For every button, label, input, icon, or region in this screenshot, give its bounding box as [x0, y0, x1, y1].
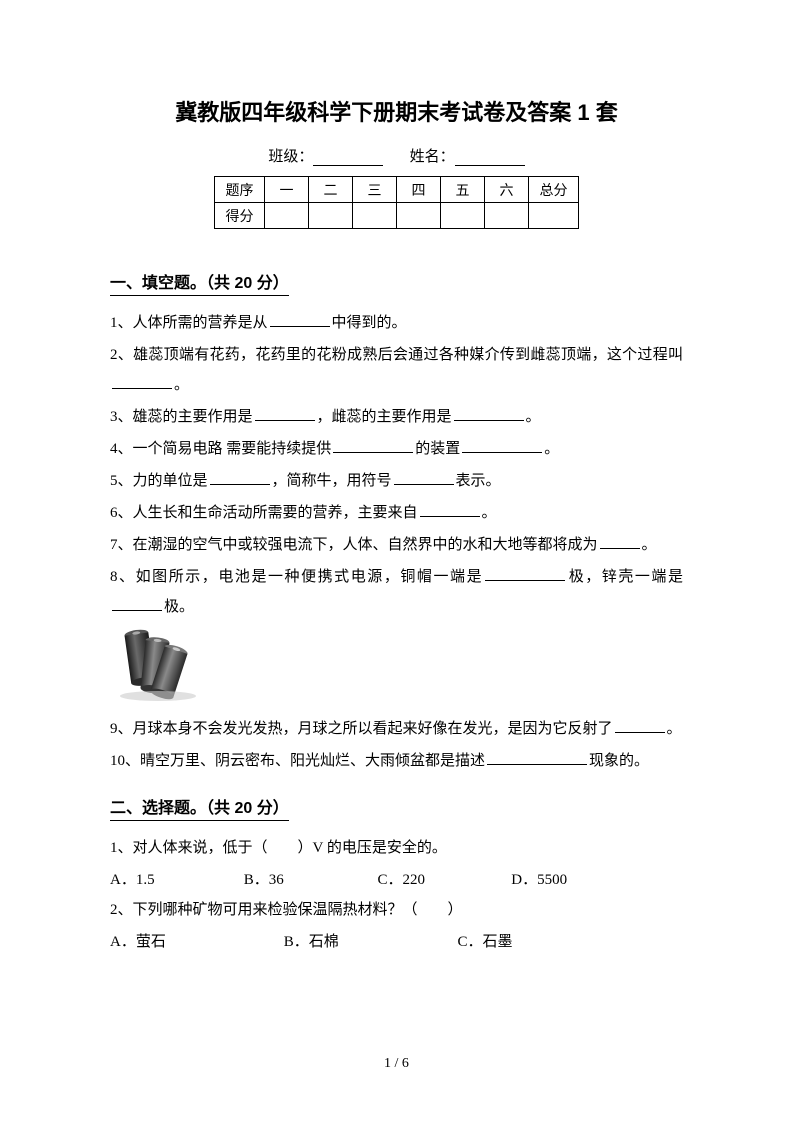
page-footer: 1 / 6: [0, 1056, 793, 1072]
col-header: 五: [441, 177, 485, 203]
option-c[interactable]: C．220: [378, 865, 508, 895]
exam-title: 冀教版四年级科学下册期末考试卷及答案 1 套: [110, 95, 683, 127]
options-row: A．1.5 B．36 C．220 D．5500: [110, 865, 683, 895]
score-cell[interactable]: [529, 203, 579, 229]
question-9: 9、月球本身不会发光发热，月球之所以看起来好像在发光，是因为它反射了 。: [110, 714, 683, 744]
q-text: 1、人体所需的营养是从: [110, 315, 268, 331]
q-text: 6、人生长和生命活动所需要的营养，主要来自: [110, 505, 418, 521]
col-header: 三: [353, 177, 397, 203]
fill-blank[interactable]: [462, 439, 542, 453]
q-text: 。: [642, 537, 657, 553]
table-row: 题序 一 二 三 四 五 六 总分: [215, 177, 579, 203]
q-text: 。: [667, 721, 682, 737]
fill-blank[interactable]: [210, 471, 270, 485]
question-1: 1、人体所需的营养是从 中得到的。: [110, 308, 683, 338]
option-a[interactable]: A．1.5: [110, 865, 240, 895]
q-text: 。: [544, 441, 559, 457]
fill-blank[interactable]: [420, 503, 480, 517]
q-text: 。: [526, 409, 541, 425]
q-text: 。: [482, 505, 497, 521]
section-2: 二、选择题。（共 20 分） 1、对人体来说，低于（ ）V 的电压是安全的。 A…: [110, 778, 683, 957]
q-text: 中得到的。: [332, 315, 407, 331]
score-cell[interactable]: [485, 203, 529, 229]
option-b[interactable]: B．36: [244, 865, 374, 895]
score-cell[interactable]: [397, 203, 441, 229]
row-label: 得分: [215, 203, 265, 229]
q-text: 8、如图所示，电池是一种便携式电源，铜帽一端是: [110, 569, 483, 585]
row-label: 题序: [215, 177, 265, 203]
student-info-line: 班级： 姓名：: [110, 145, 683, 166]
fill-blank[interactable]: [255, 407, 315, 421]
question-10: 10、晴空万里、阴云密布、阳光灿烂、大雨倾盆都是描述 现象的。: [110, 746, 683, 776]
fill-blank[interactable]: [333, 439, 413, 453]
table-row: 得分: [215, 203, 579, 229]
name-label: 姓名：: [410, 149, 455, 165]
battery-icon: [110, 628, 210, 703]
section-heading: 一、填空题。（共 20 分）: [110, 269, 289, 296]
question-8: 8、如图所示，电池是一种便携式电源，铜帽一端是 极，锌壳一端是极。: [110, 562, 683, 622]
question-5: 5、力的单位是 ，简称牛，用符号 表示。: [110, 466, 683, 496]
col-header: 二: [309, 177, 353, 203]
q-text: ，雌蕊的主要作用是: [317, 409, 452, 425]
class-label: 班级：: [268, 149, 313, 165]
option-b[interactable]: B．石棉: [284, 927, 454, 957]
score-table: 题序 一 二 三 四 五 六 总分 得分: [214, 176, 579, 229]
name-blank[interactable]: [455, 150, 525, 166]
q-text: 4、一个简易电路 需要能持续提供: [110, 441, 331, 457]
q-text: 极，锌壳一端是: [567, 569, 683, 585]
question-2: 2、雄蕊顶端有花药，花药里的花粉成熟后会通过各种媒介传到雌蕊顶端，这个过程叫。: [110, 340, 683, 400]
fill-blank[interactable]: [394, 471, 454, 485]
question-6: 6、人生长和生命活动所需要的营养，主要来自 。: [110, 498, 683, 528]
question-mc-1: 1、对人体来说，低于（ ）V 的电压是安全的。: [110, 833, 683, 863]
col-header: 一: [265, 177, 309, 203]
question-3: 3、雄蕊的主要作用是 ，雌蕊的主要作用是 。: [110, 402, 683, 432]
battery-image: [110, 628, 683, 708]
q-text: 。: [174, 377, 189, 393]
fill-blank[interactable]: [112, 375, 172, 389]
score-cell[interactable]: [309, 203, 353, 229]
q-text: ，简称牛，用符号: [272, 473, 392, 489]
score-cell[interactable]: [353, 203, 397, 229]
page-content: 冀教版四年级科学下册期末考试卷及答案 1 套 班级： 姓名： 题序 一 二 三 …: [0, 0, 793, 997]
option-a[interactable]: A．萤石: [110, 927, 280, 957]
fill-blank[interactable]: [485, 567, 565, 581]
q-text: 的装置: [415, 441, 460, 457]
question-4: 4、一个简易电路 需要能持续提供 的装置 。: [110, 434, 683, 464]
fill-blank[interactable]: [112, 597, 162, 611]
score-cell[interactable]: [265, 203, 309, 229]
fill-blank[interactable]: [487, 751, 587, 765]
section-heading: 二、选择题。（共 20 分）: [110, 794, 289, 821]
q-text: 现象的。: [589, 753, 649, 769]
q-text: 2、下列哪种矿物可用来检验保温隔热材料？（ ）: [110, 902, 463, 918]
option-c[interactable]: C．石墨: [458, 927, 628, 957]
section-1: 一、填空题。（共 20 分） 1、人体所需的营养是从 中得到的。 2、雄蕊顶端有花…: [110, 253, 683, 776]
score-cell[interactable]: [441, 203, 485, 229]
question-7: 7、在潮湿的空气中或较强电流下，人体、自然界中的水和大地等都将成为 。: [110, 530, 683, 560]
q-text: 7、在潮湿的空气中或较强电流下，人体、自然界中的水和大地等都将成为: [110, 537, 598, 553]
q-text: 2、雄蕊顶端有花药，花药里的花粉成熟后会通过各种媒介传到雌蕊顶端，这个过程叫: [110, 347, 683, 363]
q-text: 表示。: [456, 473, 501, 489]
q-text: 3、雄蕊的主要作用是: [110, 409, 253, 425]
q-text: 5、力的单位是: [110, 473, 208, 489]
fill-blank[interactable]: [600, 535, 640, 549]
fill-blank[interactable]: [615, 719, 665, 733]
col-header: 四: [397, 177, 441, 203]
q-text: 9、月球本身不会发光发热，月球之所以看起来好像在发光，是因为它反射了: [110, 721, 613, 737]
class-blank[interactable]: [313, 150, 383, 166]
q-text: 10、晴空万里、阴云密布、阳光灿烂、大雨倾盆都是描述: [110, 753, 485, 769]
question-mc-2: 2、下列哪种矿物可用来检验保温隔热材料？（ ）: [110, 895, 683, 925]
col-header: 六: [485, 177, 529, 203]
total-header: 总分: [529, 177, 579, 203]
options-row: A．萤石 B．石棉 C．石墨: [110, 927, 683, 957]
fill-blank[interactable]: [270, 313, 330, 327]
option-d[interactable]: D．5500: [511, 865, 641, 895]
fill-blank[interactable]: [454, 407, 524, 421]
q-text: 1、对人体来说，低于（ ）V 的电压是安全的。: [110, 840, 447, 856]
q-text: 极。: [164, 599, 194, 615]
